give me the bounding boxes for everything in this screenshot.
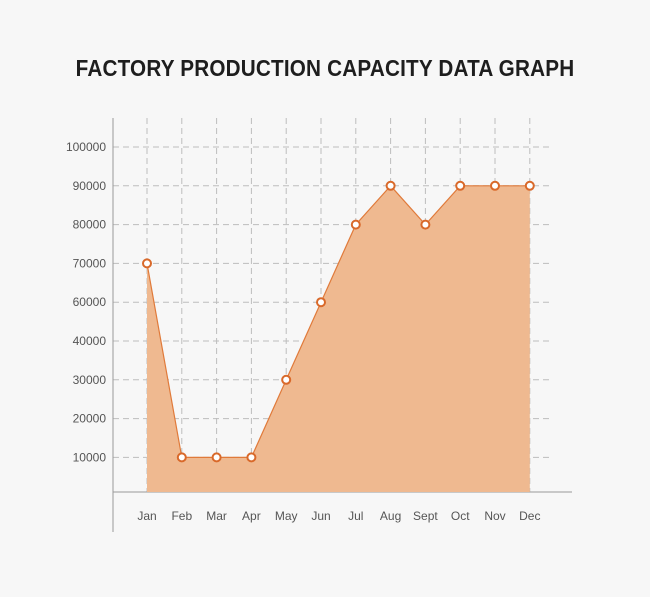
- y-tick-label: 70000: [73, 256, 107, 270]
- data-point: [281, 374, 292, 385]
- data-point: [350, 219, 361, 230]
- x-tick-label: Jul: [348, 509, 363, 523]
- x-tick-label: Mar: [206, 509, 227, 523]
- x-tick-label: Apr: [242, 509, 261, 523]
- y-tick-label: 90000: [73, 179, 107, 193]
- y-tick-label: 80000: [73, 218, 107, 232]
- x-tick-label: Sept: [413, 509, 438, 523]
- data-point: [142, 258, 152, 269]
- data-point: [455, 180, 466, 191]
- x-tick-labels: Jan Feb Mar Apr May Jun Jul Aug Sept Oct Nov Dec: [137, 509, 540, 523]
- series-line: [146, 184, 530, 458]
- x-tick-label: Oct: [451, 509, 470, 523]
- y-tick-label: 100000: [66, 140, 106, 154]
- y-tick-labels: 10000 20000 30000 40000 60000 70000 80000 90000…: [66, 140, 106, 464]
- y-tick-label: 20000: [73, 412, 107, 426]
- data-point: [246, 452, 257, 463]
- chart-title: FACTORY PRODUCTION CAPACITY DATA GRAPH: [75, 55, 575, 81]
- y-tick-label: 40000: [73, 334, 107, 348]
- x-tick-label: Jan: [137, 509, 156, 523]
- y-tick-label: 60000: [73, 295, 107, 309]
- data-point: [524, 180, 535, 191]
- x-tick-label: Aug: [380, 509, 401, 523]
- x-tick-label: Dec: [519, 509, 540, 523]
- data-point: [385, 180, 396, 191]
- data-point: [211, 452, 222, 463]
- x-tick-label: Feb: [171, 509, 192, 523]
- x-tick-label: Nov: [484, 509, 505, 523]
- data-point: [176, 452, 187, 463]
- area-fill: [147, 185, 530, 493]
- y-tick-label: 10000: [73, 450, 107, 464]
- data-point: [316, 297, 326, 308]
- marker-layer: [142, 180, 535, 463]
- data-point: [490, 180, 500, 191]
- x-tick-label: May: [275, 509, 298, 523]
- y-tick-label: 30000: [73, 373, 107, 387]
- data-point: [420, 219, 431, 230]
- area-layer: [146, 184, 530, 493]
- x-tick-label: Jun: [311, 509, 330, 523]
